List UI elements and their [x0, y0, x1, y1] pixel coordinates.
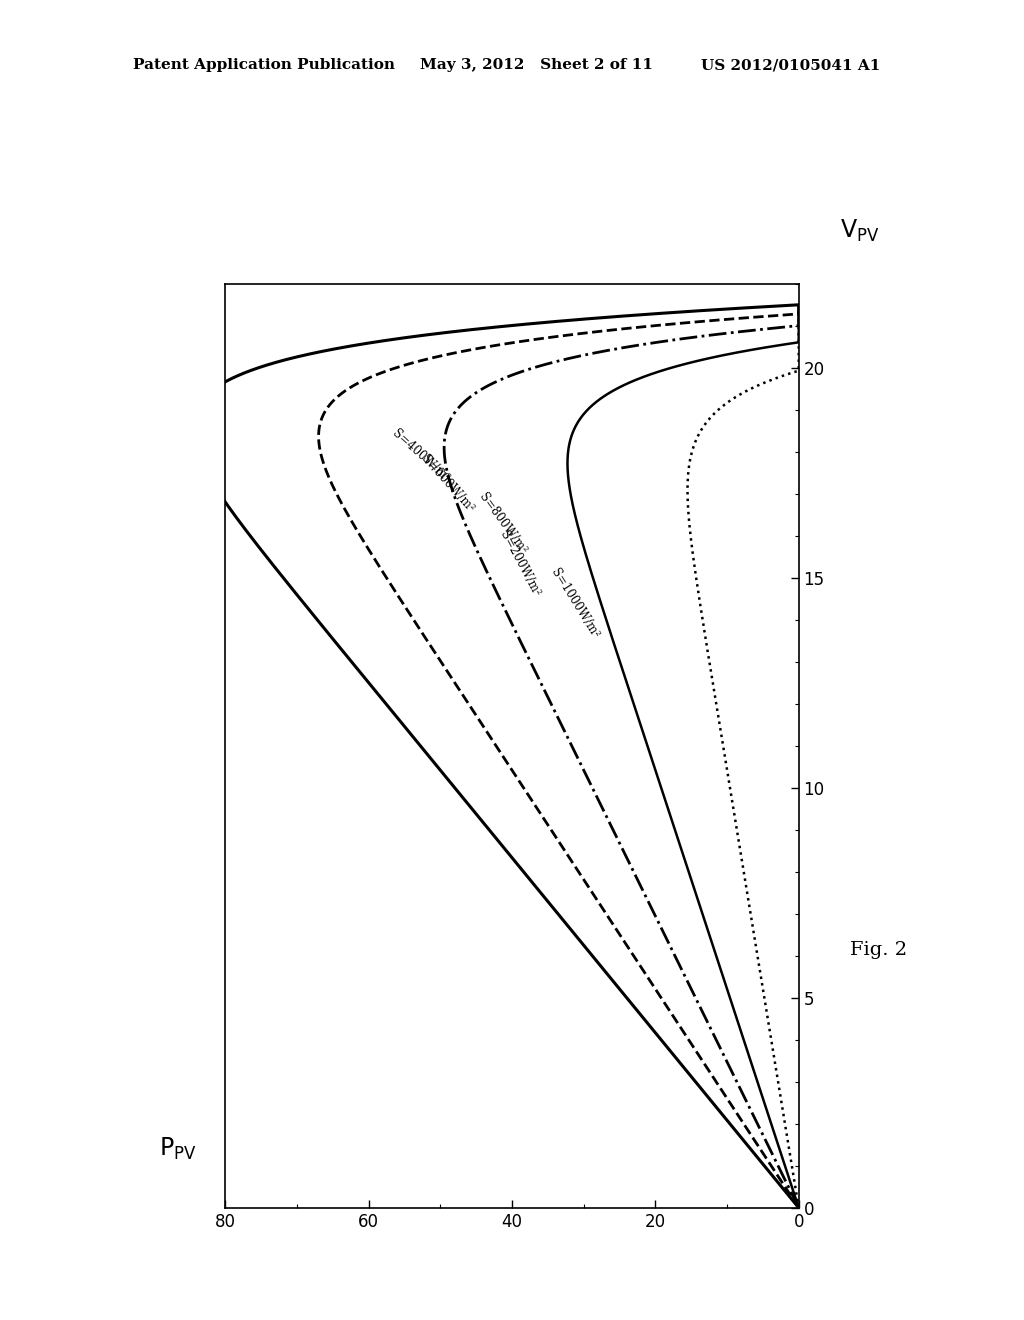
- Text: S=800W/m²: S=800W/m²: [476, 491, 529, 557]
- Text: S=600W/m²: S=600W/m²: [419, 453, 477, 515]
- Text: S=1000W/m²: S=1000W/m²: [548, 566, 601, 640]
- Text: May 3, 2012   Sheet 2 of 11: May 3, 2012 Sheet 2 of 11: [420, 58, 653, 73]
- Text: Fig. 2: Fig. 2: [850, 941, 907, 960]
- Text: S=200W/m²: S=200W/m²: [498, 529, 543, 599]
- Text: US 2012/0105041 A1: US 2012/0105041 A1: [701, 58, 881, 73]
- Text: S=400W/m²: S=400W/m²: [390, 428, 453, 486]
- Text: Patent Application Publication: Patent Application Publication: [133, 58, 395, 73]
- Text: $\mathrm{P_{PV}}$: $\mathrm{P_{PV}}$: [159, 1135, 197, 1162]
- Text: $\mathrm{V_{PV}}$: $\mathrm{V_{PV}}$: [840, 218, 880, 244]
